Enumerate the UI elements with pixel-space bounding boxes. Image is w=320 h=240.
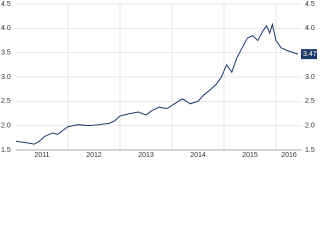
x-tick-label: 2015: [242, 152, 258, 159]
x-tick-label: 2014: [190, 152, 206, 159]
x-tick-label: 2016: [281, 152, 297, 159]
y2-tick-label: 2.5: [305, 98, 315, 105]
y-tick-label: 1.5: [1, 147, 11, 154]
y2-tick-label: 4.0: [305, 25, 315, 32]
y2-tick-label: 3.0: [305, 74, 315, 81]
x-tick-label: 2013: [138, 152, 154, 159]
y2-tick-label: 1.5: [305, 147, 315, 154]
y-tick-label: 4.5: [1, 1, 11, 8]
y-tick-label: 3.5: [1, 50, 11, 57]
last-value-box: [301, 49, 317, 60]
y-tick-label: 2.5: [1, 98, 11, 105]
line: [15, 22, 299, 145]
y-tick-label: 2.0: [1, 123, 11, 130]
y2-tick-label: 2.0: [305, 123, 315, 130]
x-tick-label: 2011: [34, 152, 49, 159]
chart: 1.52.02.53.03.54.04.51.52.02.53.03.54.04…: [1, 1, 317, 159]
last-value-label: 3.47: [303, 51, 317, 58]
y2-tick-label: 4.5: [305, 1, 315, 8]
x-tick-label: 2012: [86, 152, 102, 159]
y-tick-label: 3.0: [1, 74, 11, 81]
y-tick-label: 4.0: [1, 25, 11, 32]
